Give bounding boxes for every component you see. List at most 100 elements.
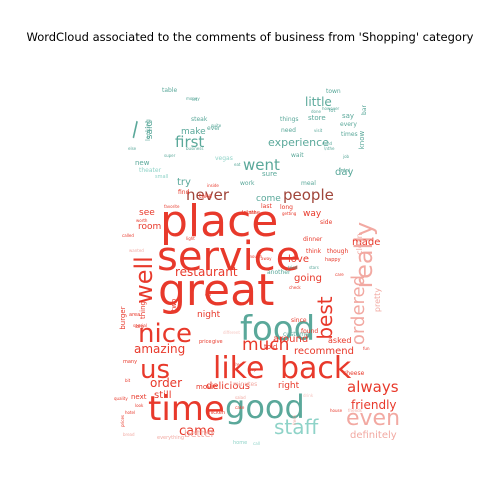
word-147: \n\nthe	[242, 210, 260, 216]
word-112: done	[311, 109, 322, 114]
word-123: tried	[288, 265, 298, 270]
word-46: see	[139, 208, 155, 218]
word-21: people	[283, 186, 334, 204]
word-39: day	[335, 167, 353, 178]
word-0: place	[160, 196, 278, 247]
word-64: town	[326, 88, 341, 95]
word-108: fun	[363, 346, 370, 351]
word-36: love	[288, 254, 309, 265]
word-1: service	[157, 234, 300, 280]
word-37: made	[352, 237, 380, 248]
word-105: wanted	[129, 248, 144, 253]
word-45: way	[303, 209, 322, 219]
word-14: even	[346, 406, 400, 431]
word-65: things	[280, 116, 299, 123]
word-10: well	[130, 256, 158, 304]
word-6: good	[225, 388, 305, 426]
word-98: big	[136, 324, 144, 330]
word-97: area	[129, 312, 140, 318]
word-67: meal	[301, 180, 316, 187]
word-49: pretty	[373, 288, 382, 312]
word-102: called	[122, 233, 134, 238]
word-52: new	[135, 159, 150, 167]
word-148: \n\ni	[339, 168, 350, 174]
word-119: business	[186, 146, 203, 151]
word-8: nice	[138, 319, 192, 349]
word-43: night	[197, 310, 221, 320]
word-89: chicken	[206, 410, 225, 416]
word-138: bread	[123, 432, 135, 437]
word-88: price	[199, 339, 211, 345]
word-107: fresh	[292, 415, 297, 426]
word-32: around	[273, 334, 308, 345]
word-27: experience	[268, 136, 329, 149]
word-93: find	[178, 189, 190, 196]
word-78: customer	[283, 331, 312, 338]
word-99: hotel	[125, 410, 135, 415]
word-24: restaurant	[175, 265, 238, 279]
word-143: cake	[235, 405, 245, 410]
word-35: going	[294, 273, 322, 284]
word-66: every	[340, 121, 357, 128]
word-77: minutes	[233, 381, 257, 388]
word-50: clean	[355, 233, 364, 255]
word-56: say	[342, 112, 354, 120]
word-12: best	[313, 296, 337, 339]
word-59: need	[281, 127, 296, 134]
word-73: next	[131, 393, 147, 401]
word-79: cheese	[343, 370, 365, 377]
word-68: times	[341, 131, 358, 138]
word-129: look	[135, 403, 144, 408]
word-57: sure	[262, 170, 277, 178]
word-30: better	[184, 429, 215, 440]
word-101: prices	[120, 415, 125, 427]
word-3: food	[240, 309, 315, 349]
word-117: super	[164, 153, 176, 158]
word-109: check	[289, 285, 301, 290]
word-86: happy	[325, 257, 341, 263]
word-47: room	[138, 222, 161, 232]
word-137: call	[253, 441, 260, 446]
word-13: staff	[274, 415, 320, 439]
word-126: salad	[235, 395, 246, 400]
word-28: little	[305, 95, 332, 109]
word-7: time	[148, 389, 225, 429]
word-48: asked	[328, 336, 351, 345]
word-29: definitely	[350, 430, 397, 441]
word-146: \	[127, 117, 145, 141]
word-135: old	[205, 292, 212, 297]
word-15: ordered	[348, 275, 369, 345]
word-44: come	[256, 194, 281, 204]
word-116: small	[155, 174, 168, 180]
word-150: \n\nthe	[242, 210, 257, 215]
word-142: getting	[282, 211, 297, 216]
word-23: amazing	[134, 342, 185, 356]
word-72: bar	[361, 104, 368, 114]
word-70: theater	[139, 167, 162, 174]
word-134: away	[261, 256, 272, 261]
word-87: another	[267, 269, 291, 276]
word-144: enough	[247, 254, 263, 259]
word-74: burger	[119, 306, 127, 329]
word-42: right	[278, 381, 300, 391]
word-62: steak	[191, 116, 208, 123]
word-81: since	[291, 317, 307, 324]
chart-title: WordCloud associated to the comments of …	[26, 30, 474, 44]
word-124: stars	[309, 265, 319, 270]
word-60: wait	[291, 152, 304, 159]
word-106: give	[212, 339, 223, 345]
word-34: still	[154, 390, 171, 401]
word-121: job	[342, 154, 350, 159]
word-40: make	[181, 127, 206, 137]
word-95: long	[280, 204, 293, 211]
word-61: ever	[207, 125, 221, 132]
word-110: care	[335, 272, 344, 277]
word-85: dinner	[303, 236, 323, 243]
word-75: thing	[139, 301, 147, 319]
word-118: quite	[211, 123, 222, 128]
word-149: \nthe	[324, 146, 335, 151]
word-41: said	[145, 121, 155, 139]
word-90: home	[233, 440, 247, 446]
word-111: however	[322, 106, 340, 111]
